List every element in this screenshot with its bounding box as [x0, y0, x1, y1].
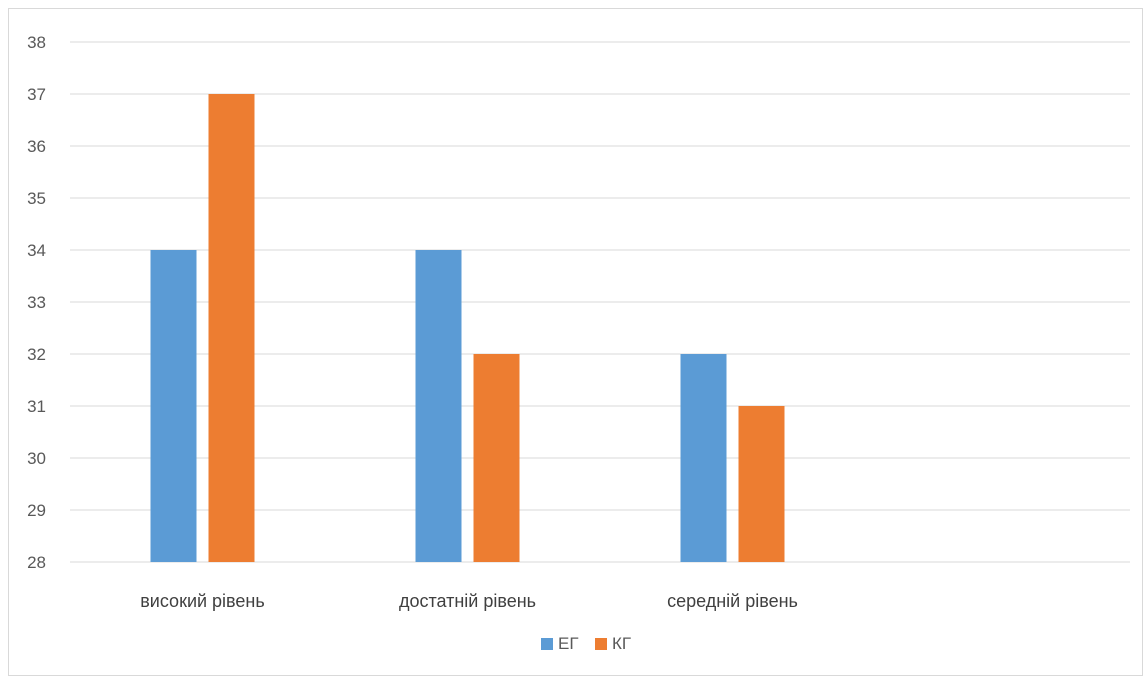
- legend-label: КГ: [612, 634, 631, 653]
- legend-swatch: [595, 638, 607, 650]
- x-category-label: середній рівень: [667, 591, 798, 611]
- y-tick-label: 35: [27, 189, 46, 208]
- y-tick-label: 33: [27, 293, 46, 312]
- x-category-label: достатній рівень: [399, 591, 536, 611]
- y-tick-label: 29: [27, 501, 46, 520]
- legend-label: ЕГ: [558, 634, 579, 653]
- y-tick-label: 34: [27, 241, 46, 260]
- y-tick-label: 37: [27, 85, 46, 104]
- bar-eg: [415, 250, 462, 562]
- chart-area: [8, 8, 1143, 676]
- x-category-label: високий рівень: [140, 591, 265, 611]
- y-tick-label: 31: [27, 397, 46, 416]
- y-tick-label: 30: [27, 449, 46, 468]
- bar-eg: [680, 354, 727, 562]
- y-tick-label: 32: [27, 345, 46, 364]
- legend-swatch: [541, 638, 553, 650]
- y-tick-label: 36: [27, 137, 46, 156]
- bar-eg: [150, 250, 197, 562]
- bar-kg: [473, 354, 520, 562]
- y-tick-label: 38: [27, 33, 46, 52]
- bar-kg: [738, 406, 785, 562]
- bar-kg: [208, 94, 255, 562]
- y-tick-label: 28: [27, 553, 46, 572]
